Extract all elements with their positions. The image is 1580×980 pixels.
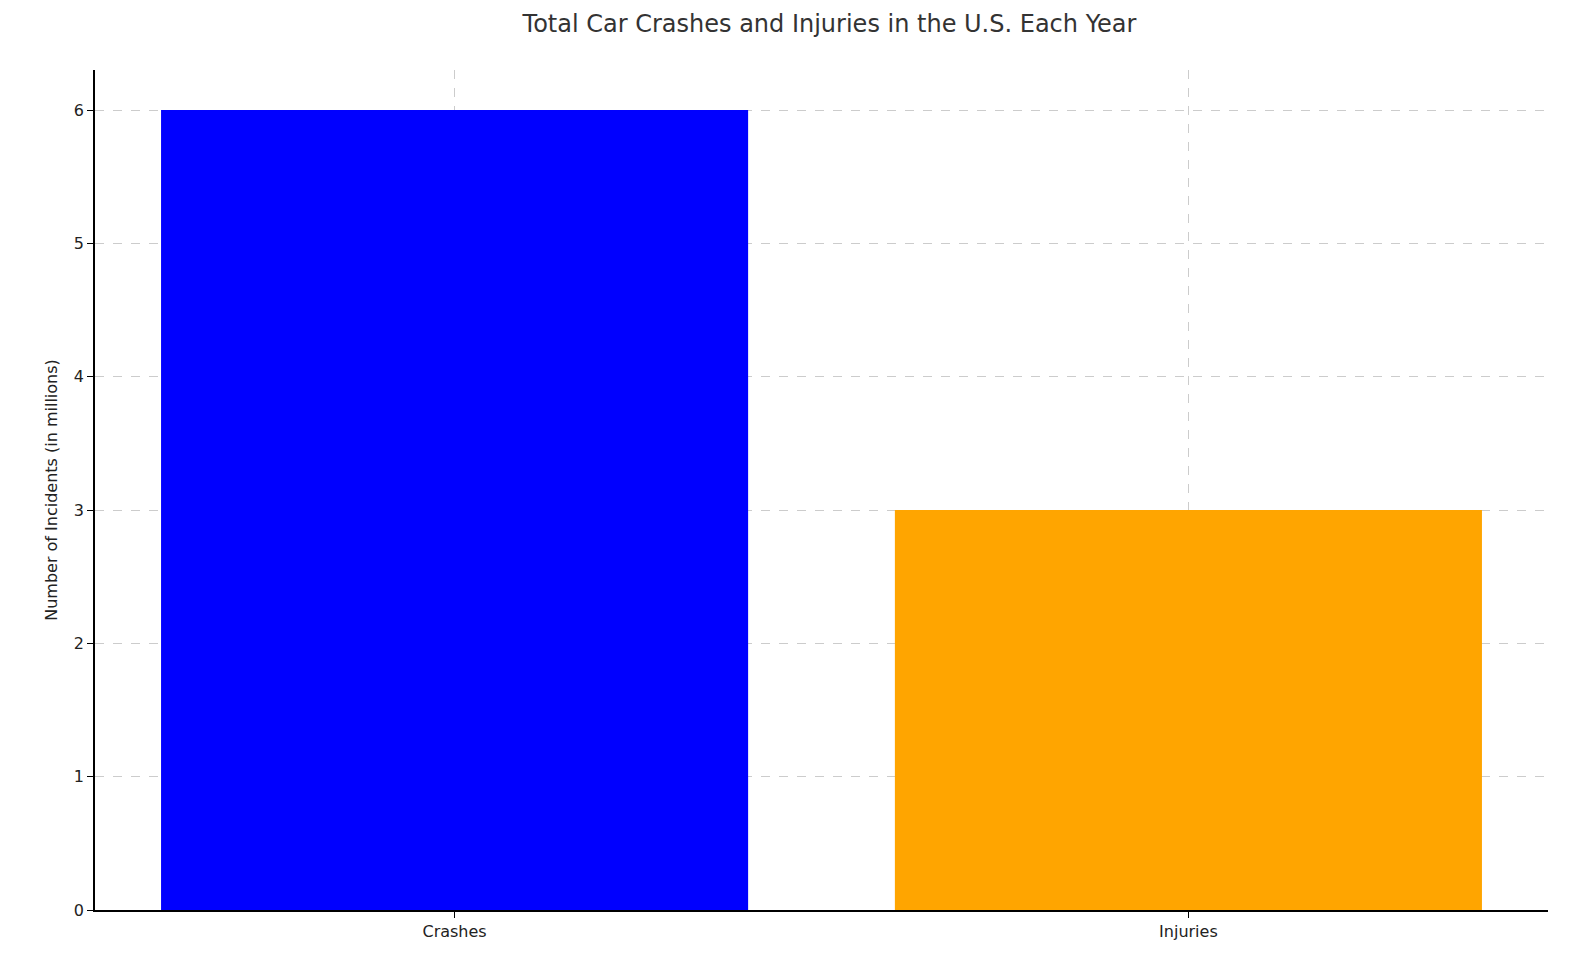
svg-text:2: 2 bbox=[74, 634, 84, 653]
svg-text:Total Car Crashes and Injuries: Total Car Crashes and Injuries in the U.… bbox=[522, 10, 1137, 38]
svg-text:1: 1 bbox=[74, 767, 84, 786]
svg-text:Number of Incidents (in millio: Number of Incidents (in millions) bbox=[42, 359, 61, 621]
svg-text:6: 6 bbox=[74, 101, 84, 120]
svg-text:5: 5 bbox=[74, 234, 84, 253]
svg-text:Crashes: Crashes bbox=[422, 922, 486, 941]
svg-text:3: 3 bbox=[74, 501, 84, 520]
svg-text:0: 0 bbox=[74, 901, 84, 920]
svg-text:4: 4 bbox=[74, 367, 84, 386]
svg-text:Injuries: Injuries bbox=[1159, 922, 1218, 941]
